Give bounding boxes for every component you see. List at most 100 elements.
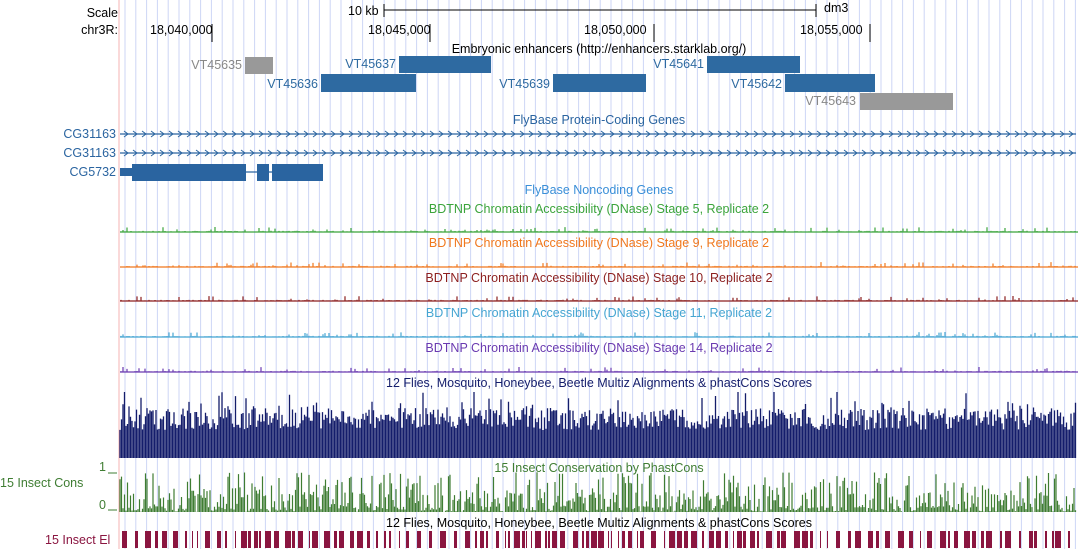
strand-arrow	[294, 130, 300, 138]
conserved-element	[560, 531, 565, 548]
strand-arrow	[249, 130, 255, 138]
conserved-element	[162, 531, 167, 548]
dnase-track-title[interactable]: BDTNP Chromatin Accessibility (DNase) St…	[425, 271, 773, 285]
enhancer-feature[interactable]	[707, 56, 800, 73]
elements-track-title[interactable]: 12 Flies, Mosquito, Honeybee, Beetle Mul…	[386, 516, 812, 530]
strand-arrow	[933, 130, 939, 138]
strand-arrow	[384, 130, 390, 138]
enhancer-feature[interactable]	[785, 74, 875, 92]
strand-arrow	[123, 130, 129, 138]
gene-label[interactable]: CG31163	[63, 127, 116, 141]
conserved-element	[737, 531, 742, 548]
strand-arrow	[1059, 130, 1065, 138]
strand-arrow	[825, 149, 831, 157]
strand-arrow	[681, 130, 687, 138]
strand-arrow	[519, 149, 525, 157]
dnase-track-title[interactable]: BDTNP Chromatin Accessibility (DNase) St…	[428, 236, 770, 250]
gene-models[interactable]	[0, 125, 1078, 195]
conserved-element	[794, 531, 800, 548]
strand-arrow	[870, 149, 876, 157]
dnase-signal-tracks[interactable]	[0, 200, 1078, 380]
strand-arrow	[177, 130, 183, 138]
strand-arrow	[825, 130, 831, 138]
strand-arrow	[303, 149, 309, 157]
conserved-element	[259, 531, 261, 548]
conserved-element	[1045, 531, 1047, 548]
strand-arrow	[699, 130, 705, 138]
strand-arrow	[510, 130, 516, 138]
dnase-signal	[120, 262, 1076, 267]
phastcons-side-label[interactable]: 15 Insect Cons	[0, 476, 84, 490]
strand-arrow	[285, 149, 291, 157]
strand-arrow	[429, 149, 435, 157]
conserved-element	[367, 531, 370, 548]
conserved-element	[972, 531, 976, 548]
conserved-element	[1068, 531, 1070, 548]
conserved-element	[986, 531, 992, 548]
enhancer-label[interactable]: VT45635	[191, 58, 242, 72]
conserved-element	[376, 531, 378, 548]
enhancer-feature[interactable]	[399, 56, 491, 73]
conserved-elements[interactable]	[0, 530, 1078, 550]
protein-genes-track-title[interactable]: FlyBase Protein-Coding Genes	[512, 113, 686, 127]
enhancer-label[interactable]: VT45643	[805, 94, 856, 108]
strand-arrow	[537, 149, 543, 157]
conserved-element	[496, 531, 499, 548]
conserved-element	[591, 531, 597, 548]
dnase-track-title[interactable]: BDTNP Chromatin Accessibility (DNase) St…	[425, 306, 773, 320]
multiz-track-title[interactable]: 12 Flies, Mosquito, Honeybee, Beetle Mul…	[386, 376, 812, 390]
dnase-track-title[interactable]: BDTNP Chromatin Accessibility (DNase) St…	[425, 341, 773, 355]
conserved-element	[454, 531, 457, 548]
gene-label[interactable]: CG5732	[69, 165, 116, 179]
gene-utr	[120, 168, 132, 176]
enhancer-label[interactable]: VT45641	[653, 57, 704, 71]
conserved-element	[312, 531, 318, 548]
conserved-element	[855, 531, 861, 548]
enhancer-feature[interactable]	[321, 74, 416, 92]
strand-arrow	[150, 130, 156, 138]
conserved-element	[618, 531, 619, 548]
conserved-element	[622, 531, 625, 548]
conserved-element	[1034, 531, 1037, 548]
strand-arrow	[690, 149, 696, 157]
strand-arrow	[285, 130, 291, 138]
phastcons-track-title[interactable]: 15 Insect Conservation by PhastCons	[494, 461, 704, 475]
strand-arrow	[861, 130, 867, 138]
strand-arrow	[366, 149, 372, 157]
strand-arrow	[375, 130, 381, 138]
strand-arrow	[978, 130, 984, 138]
strand-arrow	[897, 130, 903, 138]
strand-arrow	[960, 130, 966, 138]
enhancer-label[interactable]: VT45637	[345, 57, 396, 71]
noncoding-track-title[interactable]: FlyBase Noncoding Genes	[524, 183, 674, 197]
enhancer-label[interactable]: VT45636	[267, 77, 318, 91]
gene-exon	[272, 164, 323, 181]
conserved-element	[802, 531, 808, 548]
strand-arrow	[501, 130, 507, 138]
enhancer-label[interactable]: VT45642	[731, 77, 782, 91]
multiz-conservation-wiggle[interactable]	[0, 390, 1078, 460]
dnase-track-title[interactable]: BDTNP Chromatin Accessibility (DNase) St…	[428, 202, 770, 216]
strand-arrow	[510, 149, 516, 157]
elements-side-label[interactable]: 15 Insect El	[45, 533, 111, 547]
enhancer-feature[interactable]	[245, 57, 273, 74]
enhancer-feature[interactable]	[553, 74, 646, 92]
phastcons-wiggle[interactable]	[0, 470, 1078, 520]
strand-arrow	[852, 149, 858, 157]
strand-arrow	[771, 149, 777, 157]
strand-arrow	[447, 130, 453, 138]
conserved-element	[651, 531, 656, 548]
enhancer-label[interactable]: VT45639	[499, 77, 550, 91]
strand-arrow	[519, 130, 525, 138]
gene-label[interactable]: CG31163	[63, 146, 116, 160]
strand-arrow	[609, 130, 615, 138]
enhancer-feature[interactable]	[860, 93, 953, 110]
strand-arrow	[744, 149, 750, 157]
strand-arrow	[735, 149, 741, 157]
strand-arrow	[528, 149, 534, 157]
enhancers-track-title[interactable]: Embryonic enhancers (http://enhancers.st…	[451, 42, 747, 56]
strand-arrow	[204, 130, 210, 138]
strand-arrow	[861, 149, 867, 157]
conserved-element	[1000, 531, 1002, 548]
